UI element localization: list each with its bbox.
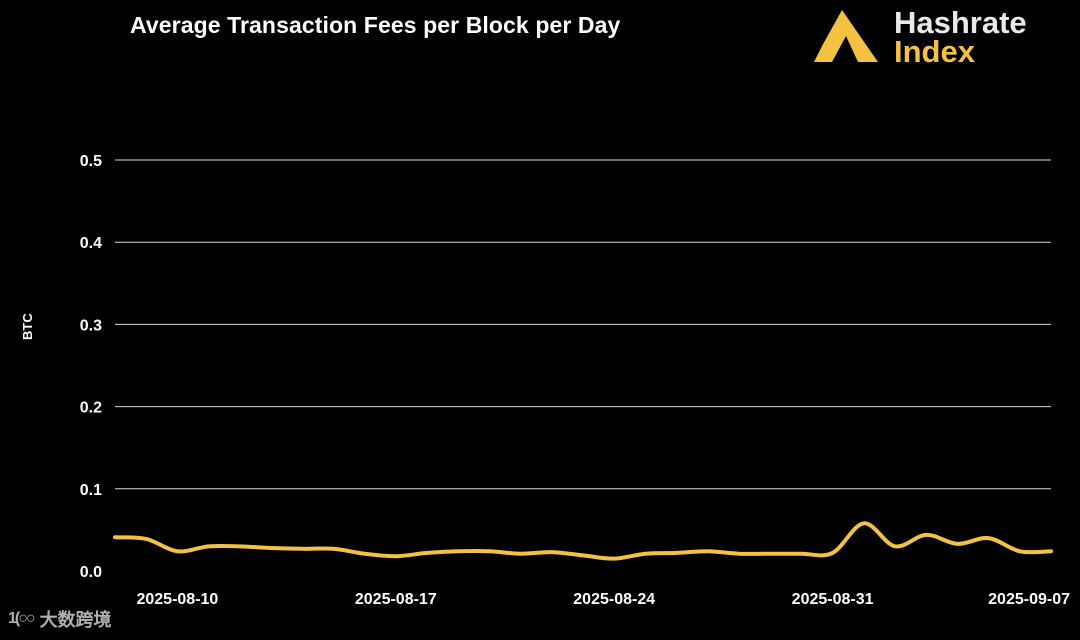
x-tick-label: 2025-08-10 bbox=[136, 591, 218, 608]
logo-line-1: Hashrate bbox=[894, 5, 1027, 40]
x-tick-label: 2025-09-07 bbox=[988, 591, 1070, 608]
x-tick-label: 2025-08-24 bbox=[573, 591, 655, 608]
y-tick-label: 0.5 bbox=[80, 153, 102, 170]
y-tick-label: 0.3 bbox=[80, 317, 102, 334]
y-tick-label: 0.2 bbox=[80, 400, 102, 417]
logo-line-2: Index bbox=[894, 34, 975, 69]
y-tick-label: 0.0 bbox=[80, 564, 102, 581]
series-line bbox=[113, 521, 1053, 561]
x-tick-label: 2025-08-31 bbox=[792, 591, 874, 608]
watermark: 1(○○ 大数跨境 bbox=[8, 606, 112, 632]
watermark-text: 大数跨境 bbox=[39, 610, 112, 630]
y-tick-label: 0.1 bbox=[80, 482, 102, 499]
y-tick-label: 0.4 bbox=[80, 235, 102, 252]
x-tick-label: 2025-08-17 bbox=[355, 591, 437, 608]
chart-title: Average Transaction Fees per Block per D… bbox=[130, 12, 621, 38]
hashrate-index-logo: Hashrate Index bbox=[812, 6, 1062, 68]
tdo-logo-icon: 1(○○ bbox=[8, 610, 36, 627]
logo-mark-icon bbox=[814, 10, 878, 62]
